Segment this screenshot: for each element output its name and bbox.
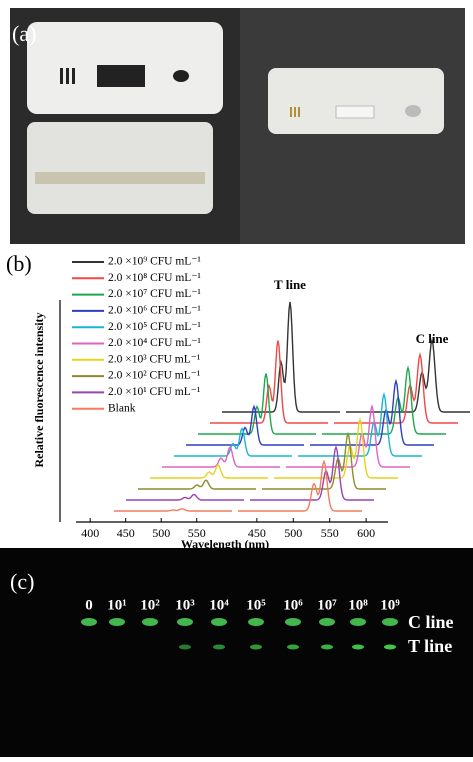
spectrum (198, 365, 446, 435)
t-line-spot (250, 644, 262, 650)
c-line-spot (177, 618, 193, 626)
t-line-spot (321, 644, 333, 650)
panel-label: (b) (6, 251, 32, 276)
panel-label: (a) (12, 21, 36, 46)
x-tick-label: 450 (248, 526, 266, 540)
spectrum (114, 459, 362, 512)
t-line-spot (213, 644, 225, 650)
device (268, 68, 444, 134)
c-line-spot (248, 618, 264, 626)
concentration-label: 0 (85, 597, 93, 613)
legend-label: 2.0 ×10⁷ CFU mL⁻¹ (108, 288, 201, 300)
device-window (97, 65, 145, 87)
c-line-spot (319, 618, 335, 626)
c-line-spot (142, 618, 158, 626)
test-strip (35, 172, 205, 184)
spectrum (162, 403, 410, 468)
t-line-spot (287, 644, 299, 650)
x-axis-label: Wavelength (nm) (181, 537, 269, 551)
legend-label: 2.0 ×10¹ CFU mL⁻¹ (108, 386, 201, 398)
device-window (335, 105, 375, 119)
spectrum (138, 431, 386, 490)
c-line-spot (285, 618, 301, 626)
legend-label: 2.0 ×10⁹ CFU mL⁻¹ (108, 256, 201, 268)
spectrum (150, 417, 398, 479)
concentration-label: 10⁷ (317, 597, 337, 613)
line-label: C line (408, 612, 454, 632)
t-line-spot (384, 644, 396, 650)
photo-a: (a) (10, 8, 465, 244)
x-tick-label: 500 (284, 526, 302, 540)
concentration-label: 10⁹ (380, 597, 400, 613)
device-mark (298, 107, 300, 117)
x-tick-label: 450 (117, 526, 135, 540)
gel-image (0, 548, 473, 757)
device-well (405, 105, 421, 117)
x-tick-label: 400 (81, 526, 99, 540)
c-line-spot (109, 618, 125, 626)
y-axis-label: Relative fluorescence intensity (32, 312, 46, 467)
device-well (173, 70, 189, 82)
c-line-spot (382, 618, 398, 626)
concentration-label: 10⁶ (283, 597, 303, 613)
spectrum (210, 340, 458, 424)
legend-label: 2.0 ×10² CFU mL⁻¹ (108, 370, 201, 382)
device-open (27, 122, 213, 214)
spectrum (174, 391, 422, 457)
legend-label: 2.0 ×10⁵ CFU mL⁻¹ (108, 321, 201, 333)
c-line-spot (81, 618, 97, 626)
concentration-label: 10⁵ (246, 597, 266, 613)
c-line-spot (211, 618, 227, 626)
device-mark (66, 68, 69, 84)
device-mark (60, 68, 63, 84)
legend-label: 2.0 ×10³ CFU mL⁻¹ (108, 353, 201, 365)
x-tick-label: 550 (321, 526, 339, 540)
peak-annotation: T line (274, 277, 306, 292)
peak-annotation: C line (416, 331, 449, 346)
legend-label: 2.0 ×10⁶ CFU mL⁻¹ (108, 305, 201, 317)
concentration-label: 10¹ (107, 597, 127, 613)
c-line-spot (350, 618, 366, 626)
spectrum (126, 445, 374, 501)
concentration-label: 10⁸ (348, 597, 368, 613)
spectrum (186, 378, 434, 446)
legend-label: Blank (108, 402, 136, 414)
concentration-label: 10³ (175, 597, 195, 613)
concentration-label: 10⁴ (209, 597, 229, 613)
t-line-spot (179, 644, 191, 650)
x-tick-label: 600 (357, 526, 375, 540)
device-mark (72, 68, 75, 84)
device-mark (294, 107, 296, 117)
x-tick-label: 550 (188, 526, 206, 540)
concentration-label: 10² (140, 597, 160, 613)
t-line-spot (352, 644, 364, 650)
panel-label: (c) (10, 569, 34, 594)
device-mark (290, 107, 292, 117)
line-label: T line (408, 636, 452, 656)
spectrum (222, 301, 470, 413)
x-tick-label: 500 (152, 526, 170, 540)
legend-label: 2.0 ×10⁴ CFU mL⁻¹ (108, 337, 201, 349)
legend-label: 2.0 ×10⁸ CFU mL⁻¹ (108, 272, 201, 284)
